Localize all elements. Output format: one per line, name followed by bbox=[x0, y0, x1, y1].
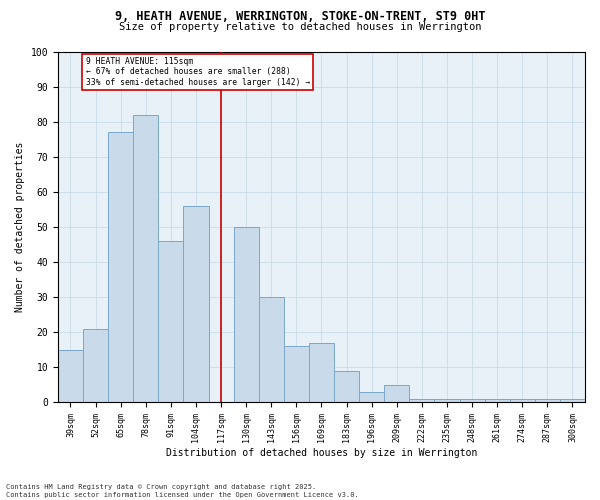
Bar bbox=[58, 350, 83, 402]
Bar bbox=[108, 132, 133, 402]
Bar bbox=[184, 206, 209, 402]
Bar bbox=[309, 342, 334, 402]
Text: Contains HM Land Registry data © Crown copyright and database right 2025.
Contai: Contains HM Land Registry data © Crown c… bbox=[6, 484, 359, 498]
Y-axis label: Number of detached properties: Number of detached properties bbox=[15, 142, 25, 312]
Bar bbox=[560, 398, 585, 402]
Bar bbox=[409, 398, 434, 402]
Bar bbox=[233, 227, 259, 402]
Bar bbox=[133, 114, 158, 402]
Bar bbox=[460, 398, 485, 402]
Bar bbox=[510, 398, 535, 402]
Bar bbox=[434, 398, 460, 402]
Bar bbox=[83, 328, 108, 402]
Bar bbox=[334, 370, 359, 402]
Text: Size of property relative to detached houses in Werrington: Size of property relative to detached ho… bbox=[119, 22, 481, 32]
Bar bbox=[359, 392, 384, 402]
Bar bbox=[535, 398, 560, 402]
Bar bbox=[284, 346, 309, 402]
Bar bbox=[158, 241, 184, 402]
Text: 9, HEATH AVENUE, WERRINGTON, STOKE-ON-TRENT, ST9 0HT: 9, HEATH AVENUE, WERRINGTON, STOKE-ON-TR… bbox=[115, 10, 485, 23]
Bar bbox=[485, 398, 510, 402]
Text: 9 HEATH AVENUE: 115sqm
← 67% of detached houses are smaller (288)
33% of semi-de: 9 HEATH AVENUE: 115sqm ← 67% of detached… bbox=[86, 57, 310, 86]
Bar bbox=[259, 297, 284, 402]
X-axis label: Distribution of detached houses by size in Werrington: Distribution of detached houses by size … bbox=[166, 448, 477, 458]
Bar bbox=[384, 384, 409, 402]
